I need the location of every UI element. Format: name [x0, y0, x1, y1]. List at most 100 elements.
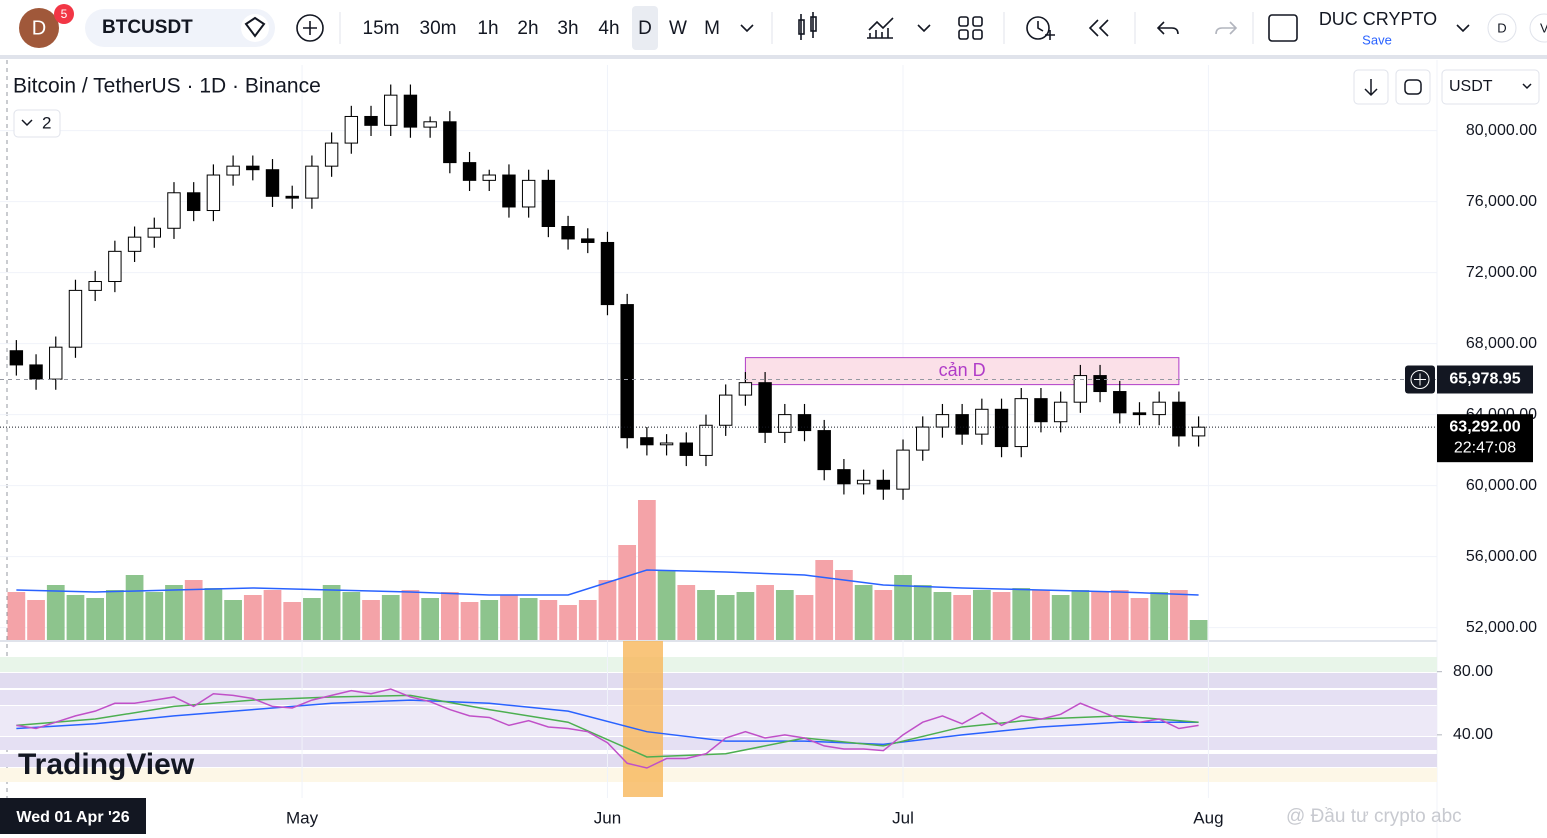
dropdown[interactable] — [917, 24, 931, 33]
candle-body — [502, 174, 516, 208]
undo-icon[interactable] — [1156, 21, 1179, 35]
volume-bar — [440, 592, 459, 640]
candle-body — [837, 469, 851, 485]
interval[interactable]: 15m — [363, 18, 400, 39]
candle-body — [541, 179, 556, 227]
interval[interactable]: 2h — [517, 18, 538, 39]
candle-body — [147, 227, 161, 238]
layout-icon[interactable] — [958, 16, 983, 40]
reset-button[interactable] — [1395, 69, 1431, 105]
symbol: BTCUSDT — [102, 17, 193, 38]
volume-bar — [322, 585, 341, 640]
chevron — [21, 119, 33, 127]
volume-bar — [1051, 595, 1070, 640]
highlight-zone — [623, 641, 663, 797]
volume-bar — [894, 575, 912, 640]
symbol-search[interactable] — [85, 9, 275, 47]
interval[interactable]: 3h — [557, 18, 578, 39]
volume-bar — [539, 600, 558, 640]
volume-bar — [224, 600, 242, 640]
annotation-text: cản D — [939, 360, 986, 380]
volume-bar — [1091, 592, 1109, 640]
candle-body — [1093, 375, 1107, 393]
volume-bar — [480, 600, 499, 640]
candle-body — [640, 437, 654, 446]
volume-bar — [697, 590, 715, 640]
volume-bar — [736, 592, 755, 640]
symbol-icon-bg — [241, 14, 269, 42]
indicators-icon[interactable] — [867, 17, 894, 39]
user-letter: D — [1497, 20, 1506, 35]
candle-body — [1191, 426, 1206, 437]
chart-title: Bitcoin / TetherUS · 1D · Binance — [13, 75, 321, 98]
candle-body — [443, 121, 457, 164]
volume-bar — [1110, 590, 1129, 640]
rsi-tick-label: 40.00 — [1453, 726, 1493, 743]
indicator-count: 2 — [42, 113, 51, 132]
candle-body — [896, 449, 910, 490]
interval[interactable]: D — [638, 18, 652, 39]
candle-body — [265, 169, 280, 197]
volume-bar — [46, 585, 65, 640]
candle-type-icon[interactable] — [798, 12, 817, 40]
crosshair-price-box — [1437, 365, 1533, 394]
compare-plus — [303, 21, 317, 35]
indicator-toggle[interactable] — [13, 109, 61, 138]
interval[interactable]: 1h — [477, 18, 498, 39]
save-label[interactable]: Save — [1362, 32, 1392, 47]
compare-button[interactable] — [296, 14, 324, 42]
interval[interactable]: 30m — [420, 18, 457, 39]
candle-body — [384, 94, 398, 126]
candle-body — [29, 364, 43, 380]
avatar[interactable] — [19, 8, 59, 48]
countdown: 22:47:08 — [1454, 439, 1516, 456]
interval[interactable]: W — [669, 18, 687, 39]
rsi-bands — [0, 657, 1437, 782]
account-name[interactable]: DUC CRYPTO — [1319, 9, 1437, 29]
y-tick-label: 56,000.00 — [1466, 548, 1537, 565]
volume-bar — [677, 585, 696, 640]
interval[interactable]: M — [704, 18, 720, 39]
volume-bar — [106, 590, 124, 640]
candle-body — [462, 162, 477, 181]
candle-body — [482, 174, 496, 181]
volume-bar — [1032, 590, 1050, 640]
account-dropdown[interactable] — [1456, 24, 1470, 33]
currency-select[interactable] — [1441, 69, 1540, 105]
volume-bar — [1189, 620, 1208, 640]
candle-body — [620, 304, 634, 439]
rsi-line — [16, 688, 1199, 769]
watermark: @ Đầu tư crypto abc — [1286, 806, 1462, 827]
user-button[interactable] — [1529, 13, 1547, 43]
symbol-icon[interactable] — [244, 16, 266, 38]
candle-body — [600, 241, 615, 306]
replay-icon[interactable] — [1088, 19, 1109, 37]
crosshair-plus-sign — [1414, 373, 1426, 386]
candle-body — [324, 142, 339, 167]
arrow-icon — [1364, 79, 1378, 97]
chevron — [1522, 83, 1532, 90]
redo-icon[interactable] — [1215, 21, 1238, 35]
volume-bar — [342, 592, 361, 640]
y-tick-label: 76,000.00 — [1466, 193, 1537, 210]
active-interval-bg — [632, 6, 658, 50]
volume-bar — [27, 600, 45, 640]
volume-bar — [874, 590, 893, 640]
y-tick-label: 60,000.00 — [1466, 477, 1537, 494]
volume-bar — [775, 590, 794, 640]
volume-bar — [283, 602, 302, 640]
candle-body — [561, 225, 575, 240]
candle-body — [699, 424, 713, 456]
last-price-box — [1437, 414, 1533, 463]
x-tick-label: May — [286, 808, 319, 827]
layout-button[interactable] — [1268, 14, 1298, 42]
interval[interactable]: 4h — [598, 18, 619, 39]
user-button[interactable] — [1487, 13, 1517, 43]
alert-icon[interactable] — [1026, 16, 1055, 40]
interval-dropdown[interactable] — [740, 24, 754, 33]
volume-bar — [303, 598, 321, 640]
crosshair-plus[interactable] — [1410, 369, 1430, 389]
y-tick-label: 52,000.00 — [1466, 619, 1537, 636]
volume-bar — [362, 600, 380, 640]
volume-bar — [1012, 588, 1031, 640]
